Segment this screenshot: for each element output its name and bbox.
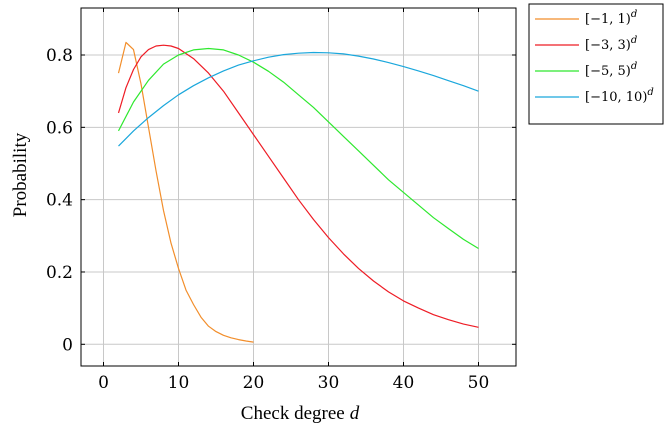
x-tick-label: 40 bbox=[393, 373, 415, 393]
legend: [−1, 1)d[−3, 3)d[−5, 5)d[−10, 10)d bbox=[528, 3, 664, 125]
series-line-4 bbox=[118, 51, 479, 147]
x-tick-label: 0 bbox=[98, 373, 109, 393]
series-line-3 bbox=[117, 47, 479, 250]
y-tick-label: 0 bbox=[62, 335, 73, 355]
x-axis-title-text: Check degree bbox=[241, 403, 345, 423]
series-line-2 bbox=[117, 44, 479, 328]
grid bbox=[81, 8, 516, 366]
legend-label-superscript: d bbox=[647, 87, 653, 98]
x-tick-label: 50 bbox=[468, 373, 490, 393]
legend-box bbox=[528, 3, 664, 125]
y-axis-ticks: 0 0.2 0.4 0.6 0.8 bbox=[46, 46, 516, 355]
legend-label-2: [−3, 3)d bbox=[585, 35, 637, 53]
x-tick-label: 30 bbox=[318, 373, 340, 393]
x-tick-label: 20 bbox=[243, 373, 265, 393]
legend-label-text: [−5, 5) bbox=[585, 64, 631, 79]
y-tick-label: 0.2 bbox=[46, 263, 73, 283]
legend-label-3: [−5, 5)d bbox=[585, 61, 637, 79]
x-axis-title-variable: d bbox=[350, 403, 360, 423]
y-tick-label: 0.4 bbox=[46, 191, 73, 211]
legend-label-text: [−10, 10) bbox=[585, 90, 647, 105]
series-layer bbox=[117, 41, 479, 343]
legend-label-4: [−10, 10)d bbox=[585, 87, 654, 105]
x-tick-label: 10 bbox=[168, 373, 190, 393]
legend-label-text: [−1, 1) bbox=[585, 12, 631, 27]
legend-label-superscript: d bbox=[631, 9, 637, 20]
y-tick-label: 0.8 bbox=[46, 46, 73, 66]
legend-label-1: [−1, 1)d bbox=[585, 9, 637, 27]
x-axis-title: Check degree d bbox=[241, 403, 360, 423]
y-tick-label: 0.6 bbox=[46, 118, 73, 138]
series-line-1 bbox=[117, 41, 254, 343]
plot-frame bbox=[80, 7, 517, 367]
legend-label-text: [−3, 3) bbox=[585, 38, 631, 53]
x-axis-ticks: 0 10 20 30 40 50 bbox=[98, 8, 489, 393]
legend-label-superscript: d bbox=[631, 61, 637, 72]
legend-label-superscript: d bbox=[631, 35, 637, 46]
y-axis-title: Probability bbox=[10, 132, 31, 217]
